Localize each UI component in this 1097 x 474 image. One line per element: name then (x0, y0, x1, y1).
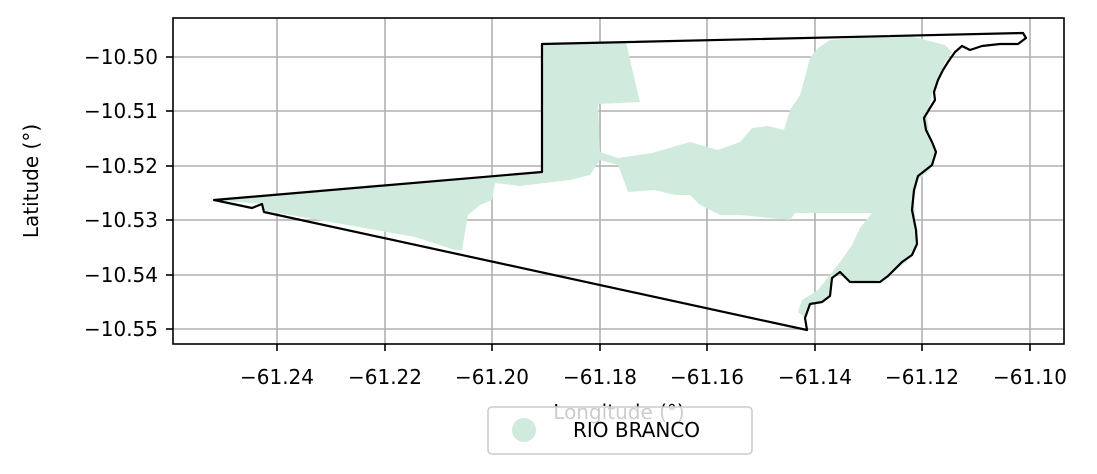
rio-branco-area (213, 36, 952, 318)
x-tick-label: −61.14 (778, 365, 852, 389)
y-tick-label: −10.53 (84, 208, 158, 232)
y-tick-labels: −10.50 −10.51 −10.52 −10.53 −10.54 −10.5… (84, 45, 158, 341)
legend-box (487, 406, 753, 455)
y-tick-label: −10.54 (84, 263, 158, 287)
legend-label-rio-branco: RIO BRANCO (573, 418, 700, 442)
x-tick-label: −61.16 (670, 365, 744, 389)
axes-frame (172, 17, 1065, 345)
y-axis-title: Latitude (°) (19, 124, 43, 238)
x-tick-label: −61.22 (348, 365, 422, 389)
x-tick-marks (276, 344, 1031, 351)
legend-marker-rio-branco (512, 418, 536, 442)
x-tick-labels: −61.24 −61.22 −61.20 −61.18 −61.16 −61.1… (240, 365, 1067, 389)
y-tick-label: −10.50 (84, 45, 158, 69)
y-tick-label: −10.55 (84, 317, 158, 341)
legend: RIO BRANCO (487, 406, 753, 455)
x-tick-label: −61.12 (885, 365, 959, 389)
y-tick-marks (166, 56, 173, 330)
x-tick-label: −61.24 (240, 365, 314, 389)
x-tick-label: −61.20 (455, 365, 529, 389)
x-tick-label: −61.18 (563, 365, 637, 389)
municipality-boundary (212, 31, 1028, 332)
boundary-line (212, 31, 1028, 332)
y-tick-label: −10.52 (84, 154, 158, 178)
y-tick-label: −10.51 (84, 99, 158, 123)
x-tick-label: −61.10 (993, 365, 1067, 389)
rio-branco-area-main (213, 36, 952, 318)
